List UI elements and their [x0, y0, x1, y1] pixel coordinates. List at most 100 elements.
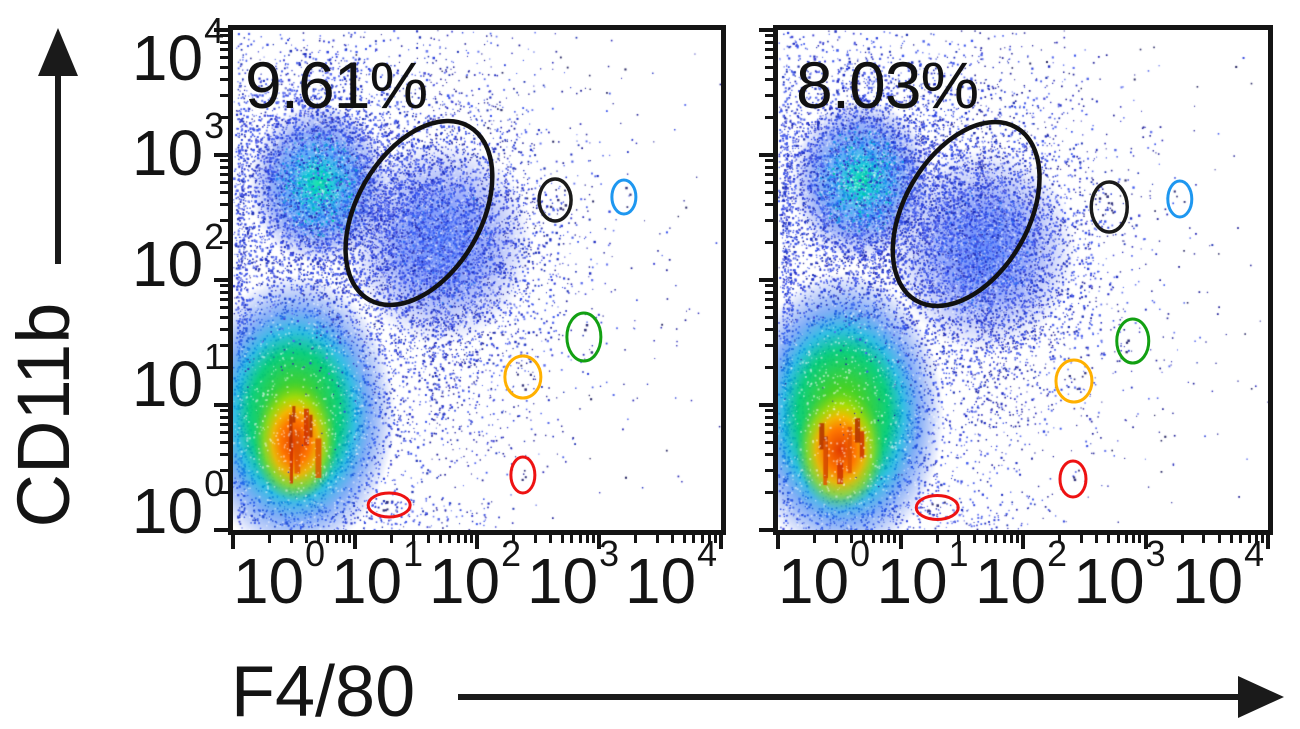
axis-tick [850, 535, 854, 543]
axis-tick [765, 40, 773, 44]
x-tick-label: 100 [232, 533, 326, 617]
density-plot-right: 8.03% [773, 25, 1273, 535]
axis-tick [759, 153, 773, 157]
axis-tick [765, 343, 773, 347]
axis-tick [765, 422, 773, 426]
axis-tick [972, 535, 976, 543]
axis-tick [220, 490, 228, 494]
axis-tick [220, 40, 228, 44]
axis-tick [220, 78, 228, 82]
axis-tick [765, 159, 773, 163]
axis-tick [1107, 535, 1111, 543]
axis-tick [898, 535, 903, 549]
y-tick-label: 103 [131, 105, 224, 189]
axis-tick [935, 535, 939, 543]
axis-tick [765, 297, 773, 301]
y-arrow-shaft [55, 74, 61, 264]
axis-tick [765, 284, 773, 288]
axis-tick [220, 306, 228, 310]
axis-tick [220, 34, 228, 38]
x-tick-label: 103 [1073, 533, 1166, 617]
axis-tick [765, 218, 773, 222]
axis-tick [1116, 535, 1120, 543]
axis-tick [713, 535, 717, 543]
axis-tick [871, 535, 875, 543]
axis-tick [597, 535, 601, 549]
axis-tick [719, 535, 723, 549]
axis-tick [765, 316, 773, 320]
axis-tick [1229, 535, 1233, 543]
axis-tick [1015, 535, 1019, 543]
axis-tick [1143, 535, 1148, 549]
axis-tick [220, 240, 228, 244]
axis-tick [316, 535, 320, 543]
axis-tick [214, 403, 228, 407]
axis-tick [957, 535, 961, 543]
gate-percentage-label-right: 8.03% [796, 48, 979, 122]
axis-tick [700, 535, 704, 543]
axis-tick [220, 203, 228, 207]
axis-tick [759, 403, 773, 407]
axis-tick [765, 415, 773, 419]
axis-tick [759, 28, 773, 32]
axis-tick [220, 290, 228, 294]
axis-tick [220, 165, 228, 169]
axis-tick [578, 535, 582, 543]
axis-tick [390, 535, 394, 543]
axis-tick [304, 535, 308, 543]
axis-tick [765, 93, 773, 97]
axis-tick [220, 284, 228, 288]
axis-tick [326, 535, 330, 543]
axis-tick [220, 181, 228, 185]
x-tick-label: 104 [1171, 533, 1265, 617]
axis-tick [220, 409, 228, 413]
axis-tick [1239, 535, 1243, 543]
axis-tick [765, 365, 773, 369]
y-tick-label: 101 [131, 336, 224, 420]
gate-percentage-label-left: 9.61% [245, 48, 428, 122]
axis-tick [765, 441, 773, 445]
axis-tick [220, 191, 228, 195]
axis-tick [765, 56, 773, 60]
axis-tick [765, 240, 773, 244]
axis-tick [1132, 535, 1136, 543]
axis-tick [220, 56, 228, 60]
axis-tick [759, 528, 773, 532]
axis-tick [707, 535, 711, 543]
axis-tick [220, 115, 228, 119]
axis-tick [220, 47, 228, 51]
axis-tick [765, 290, 773, 294]
axis-tick [692, 535, 696, 543]
axis-tick [1138, 535, 1142, 543]
axis-tick [220, 441, 228, 445]
axis-tick [765, 47, 773, 51]
axis-tick [220, 422, 228, 426]
axis-tick [765, 306, 773, 310]
axis-tick [1254, 535, 1258, 543]
x-tick-label: 104 [624, 533, 718, 617]
axis-tick [214, 28, 228, 32]
axis-tick [220, 316, 228, 320]
axis-tick [334, 535, 338, 543]
axis-tick [765, 203, 773, 207]
y-tick-label: 104 [131, 13, 224, 94]
axis-tick [765, 431, 773, 435]
x-tick-label: 101 [330, 533, 424, 617]
axis-tick [220, 343, 228, 347]
axis-tick [1079, 535, 1083, 543]
axis-tick [1009, 535, 1013, 543]
axis-tick [759, 278, 773, 282]
axis-tick [765, 453, 773, 457]
x-axis-label: F4/80 [231, 652, 416, 729]
axis-tick [893, 535, 897, 543]
x-arrow-shaft [458, 694, 1240, 700]
x-tick-label: 103 [526, 533, 620, 617]
axis-tick [475, 535, 479, 549]
axis-tick [220, 365, 228, 369]
axis-tick [220, 66, 228, 70]
axis-tick [765, 181, 773, 185]
axis-tick [765, 409, 773, 413]
axis-tick [570, 535, 574, 543]
axis-tick [220, 468, 228, 472]
